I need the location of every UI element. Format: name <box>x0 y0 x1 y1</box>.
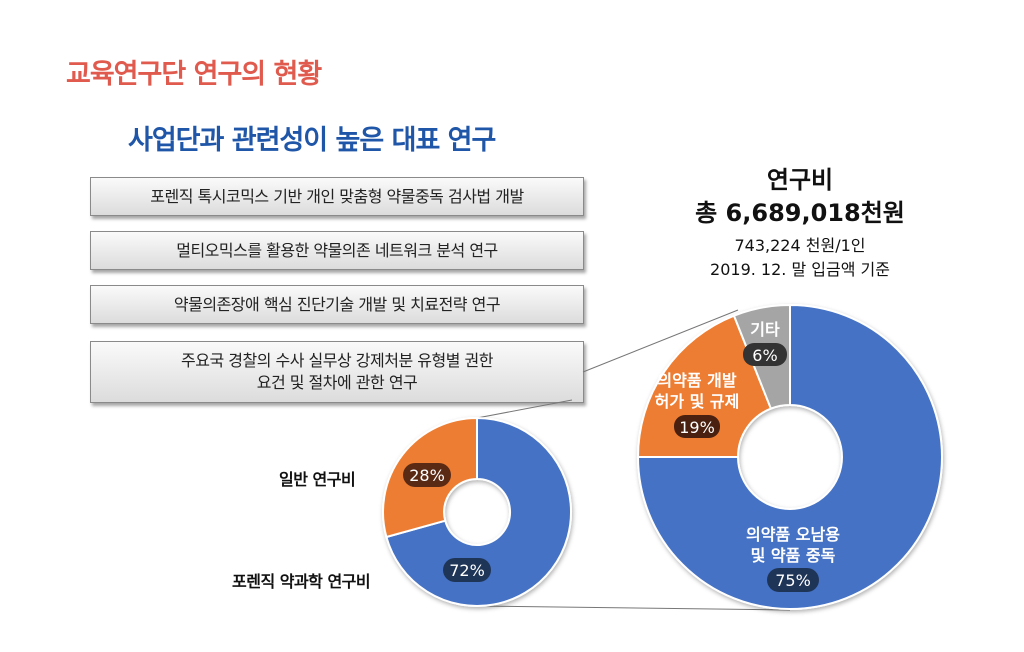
label-abuse-2: 및 약품 중독 <box>751 546 836 565</box>
research-item-text: 포렌직 톡시코믹스 기반 개인 맞춤형 약물중독 검사법 개발 <box>150 186 524 206</box>
slice-forensic <box>385 416 572 607</box>
budget-total: 총 6,689,018천원 <box>695 199 905 227</box>
page-title: 교육연구단 연구의 현황 <box>66 59 322 90</box>
slice-abuse <box>636 303 943 610</box>
pct-forensic: 72% <box>449 561 485 580</box>
pct-dev: 19% <box>679 418 715 437</box>
pill-bg <box>674 415 720 438</box>
pill-bg <box>443 558 491 582</box>
budget-basis: 2019. 12. 말 입금액 기준 <box>710 260 890 279</box>
research-item-2: 멀티오믹스를 활용한 약물의존 네트워크 분석 연구 <box>90 231 584 270</box>
label-dev-1: 의약품 개발 <box>657 371 736 390</box>
research-item-text: 요건 및 절차에 관한 연구 <box>256 373 418 392</box>
pill-bg <box>767 568 819 592</box>
research-item-text: 멀티오믹스를 활용한 약물의존 네트워크 분석 연구 <box>176 240 498 260</box>
research-item-text: 주요국 경찰의 수사 실무상 강제처분 유형별 권한 <box>181 351 493 370</box>
slice-development <box>636 314 773 458</box>
label-other: 기타 <box>750 320 780 339</box>
section-subtitle: 사업단과 관련성이 높은 대표 연구 <box>128 125 496 156</box>
label-dev-2: 허가 및 규제 <box>655 392 740 411</box>
research-item-3: 약물의존장애 핵심 진단기술 개발 및 치료전략 연구 <box>90 285 584 324</box>
research-item-text: 약물의존장애 핵심 진단기술 개발 및 치료전략 연구 <box>173 294 501 314</box>
label-general: 일반 연구비 <box>279 470 356 489</box>
connector-line-top <box>582 309 739 373</box>
label-abuse-1: 의약품 오남용 <box>746 525 840 544</box>
budget-per-person: 743,224 천원/1인 <box>734 236 866 255</box>
budget-heading: 연구비 <box>766 166 834 194</box>
connector-line-bottom <box>476 605 791 611</box>
label-forensic: 포렌직 약과학 연구비 <box>232 572 371 591</box>
connector-line-small-top <box>476 399 573 419</box>
pct-general: 28% <box>409 466 445 485</box>
research-item-1: 포렌직 톡시코믹스 기반 개인 맞춤형 약물중독 검사법 개발 <box>90 177 584 216</box>
pct-abuse: 75% <box>775 571 811 590</box>
pill-bg <box>403 463 451 487</box>
pct-other: 6% <box>752 346 777 365</box>
pill-bg <box>743 343 787 366</box>
research-item-4: 주요국 경찰의 수사 실무상 강제처분 유형별 권한 요건 및 절차에 관한 연… <box>90 341 584 403</box>
